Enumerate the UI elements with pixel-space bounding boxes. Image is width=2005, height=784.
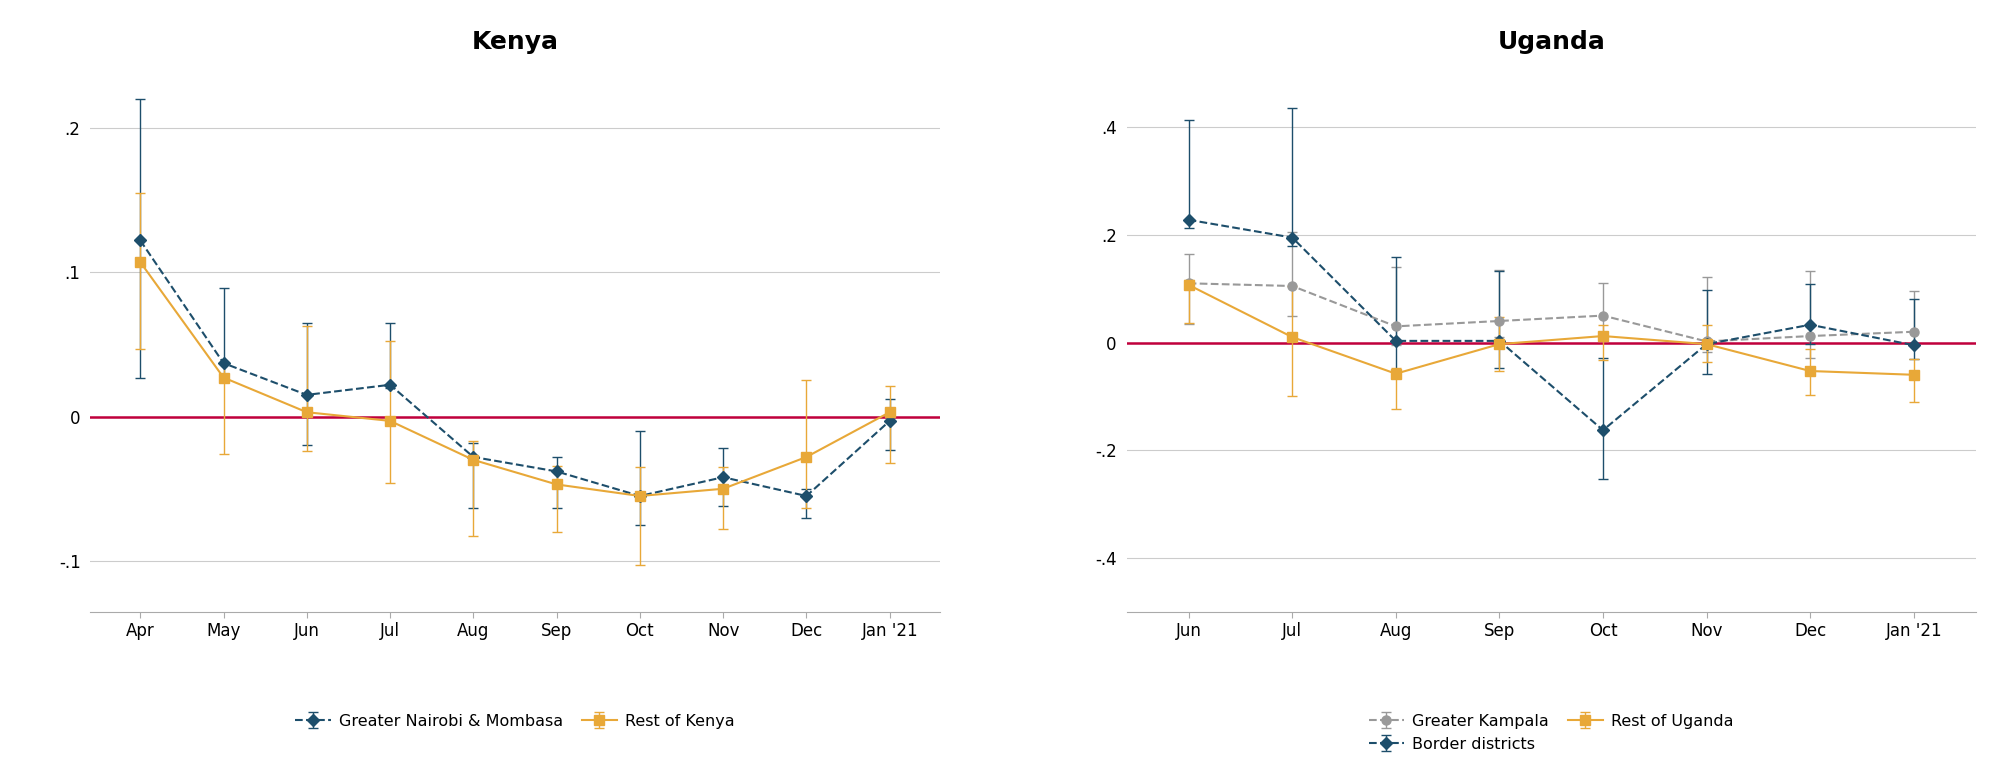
Title: Kenya: Kenya bbox=[471, 30, 557, 54]
Legend: Greater Kampala, Border districts, Rest of Uganda: Greater Kampala, Border districts, Rest … bbox=[1361, 707, 1738, 758]
Legend: Greater Nairobi & Mombasa, Rest of Kenya: Greater Nairobi & Mombasa, Rest of Kenya bbox=[289, 707, 740, 735]
Title: Uganda: Uganda bbox=[1496, 30, 1604, 54]
